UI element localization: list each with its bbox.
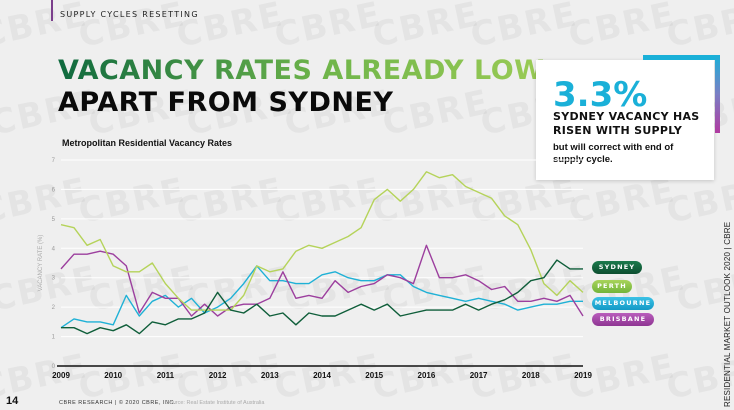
y-tick-label: 0 <box>52 364 56 370</box>
y-tick-label: 2 <box>52 305 56 311</box>
legend-item-perth: PERTH <box>592 280 632 293</box>
page-title-line1: VACANCY RATES ALREADY LOW <box>58 55 545 86</box>
side-report-title: RESIDENTIAL MARKET OUTLOOK 2020 | CBRE <box>723 221 732 407</box>
x-tick-label: 2019 <box>574 371 592 380</box>
series-line-brisbane <box>60 244 584 317</box>
y-tick-label: 1 <box>52 335 56 341</box>
callout-accent-side <box>715 55 720 133</box>
footer-source: Source: Real Estate Institute of Austral… <box>166 400 265 406</box>
y-axis-label: VACANCY RATE (%) <box>38 235 44 292</box>
series-line-melbourne <box>60 265 583 329</box>
series-line-perth <box>60 171 584 311</box>
x-tick-label: 2012 <box>209 371 227 380</box>
callout-accent-top <box>643 55 720 60</box>
y-tick-label: 4 <box>52 246 56 252</box>
page-number: 14 <box>6 395 19 407</box>
page-title-line2: APART FROM SYDNEY <box>58 87 394 118</box>
x-tick-label: 2017 <box>470 371 488 380</box>
chart-title: Metropolitan Residential Vacancy Rates <box>62 138 233 148</box>
callout-stat: 3.3% <box>553 75 648 115</box>
x-tick-label: 2016 <box>418 371 436 380</box>
x-tick-label: 2013 <box>261 371 279 380</box>
callout-headline: SYDNEY VACANCY HAS RISEN WITH SUPPLY <box>553 110 700 137</box>
y-tick-label: 7 <box>52 158 56 164</box>
legend-item-brisbane: BRISBANE <box>592 313 654 326</box>
x-tick-label: 2015 <box>365 371 383 380</box>
footer-copyright: CBRE RESEARCH | © 2020 CBRE, INC. <box>59 400 177 406</box>
legend-item-melbourne: MELBOURNE <box>592 297 654 310</box>
y-tick-label: 6 <box>52 187 56 193</box>
legend-item-sydney: SYDNEY <box>592 261 642 274</box>
series-line-sydney <box>61 259 583 335</box>
x-tick-label: 2009 <box>52 371 70 380</box>
x-tick-label: 2010 <box>104 371 122 380</box>
x-tick-label: 2018 <box>522 371 540 380</box>
x-tick-label: 2011 <box>157 371 175 380</box>
section-label: SUPPLY CYCLES RESETTING <box>60 10 199 19</box>
x-tick-label: 2014 <box>313 371 331 380</box>
y-tick-label: 3 <box>52 276 56 282</box>
header-accent-line <box>51 0 53 21</box>
y-tick-label: 5 <box>52 217 56 223</box>
